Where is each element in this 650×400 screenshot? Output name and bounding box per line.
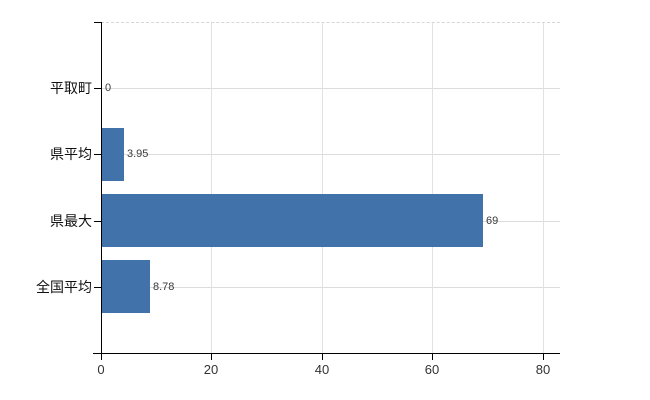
category-label: 県最大 [50, 213, 92, 229]
category-label: 全国平均 [36, 279, 92, 295]
y-axis-line [101, 22, 102, 354]
bar-value-label: 8.78 [153, 281, 175, 293]
x-axis-tick [543, 354, 544, 360]
horizontal-gridline [101, 88, 560, 89]
x-tick-label: 80 [535, 362, 551, 377]
plot-top-border [101, 22, 560, 23]
x-axis-tick [322, 354, 323, 360]
horizontal-gridline [101, 154, 560, 155]
bar [102, 260, 150, 313]
category-label: 平取町 [50, 80, 92, 96]
vertical-gridline [322, 22, 323, 353]
y-axis-tick [94, 287, 101, 288]
vertical-gridline [432, 22, 433, 353]
category-label: 県平均 [50, 146, 92, 162]
bar [102, 128, 124, 181]
y-axis-tick [94, 88, 101, 89]
x-tick-label: 20 [203, 362, 219, 377]
bar [102, 194, 483, 247]
vertical-gridline [543, 22, 544, 353]
y-axis-tick [94, 22, 101, 23]
x-tick-label: 0 [97, 362, 105, 377]
horizontal-gridline [101, 287, 560, 288]
vertical-gridline [211, 22, 212, 353]
y-axis-tick [94, 154, 101, 155]
bar-value-label: 0 [105, 82, 112, 94]
x-axis-tick [432, 354, 433, 360]
x-tick-label: 40 [314, 362, 330, 377]
x-axis-tick [211, 354, 212, 360]
x-axis-line [93, 353, 560, 354]
x-tick-label: 60 [424, 362, 440, 377]
x-axis-tick [101, 354, 102, 360]
y-axis-tick [94, 221, 101, 222]
bar-value-label: 3.95 [127, 148, 149, 160]
bar-value-label: 69 [486, 215, 499, 227]
